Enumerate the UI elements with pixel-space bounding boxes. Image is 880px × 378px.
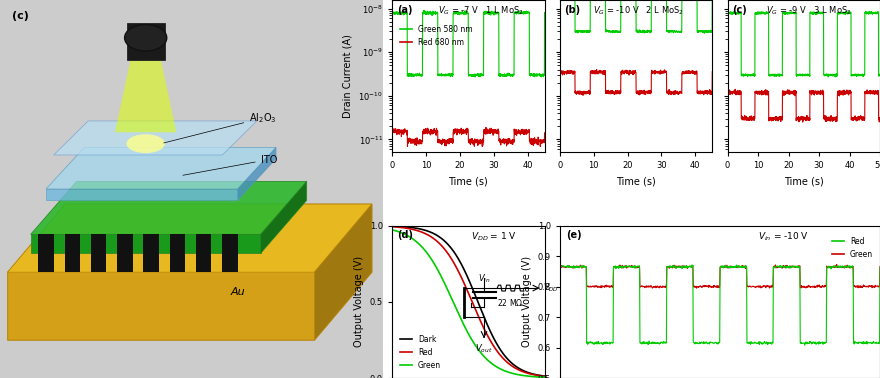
- Text: $V_G$ = -9 V   3 L MoS$_2$: $V_G$ = -9 V 3 L MoS$_2$: [766, 5, 852, 17]
- Polygon shape: [223, 234, 238, 272]
- Polygon shape: [54, 121, 257, 155]
- Polygon shape: [46, 189, 238, 200]
- Text: (e): (e): [566, 230, 582, 240]
- Text: Au: Au: [231, 287, 245, 297]
- Ellipse shape: [125, 25, 167, 51]
- Y-axis label: Drain Current (A): Drain Current (A): [343, 34, 353, 118]
- Polygon shape: [238, 147, 276, 200]
- X-axis label: Time (s): Time (s): [616, 176, 656, 186]
- Text: ITO: ITO: [183, 155, 277, 175]
- Polygon shape: [8, 204, 372, 272]
- FancyBboxPatch shape: [0, 0, 384, 378]
- Polygon shape: [170, 234, 185, 272]
- Text: (c): (c): [732, 5, 747, 15]
- Ellipse shape: [127, 134, 165, 153]
- Legend: Dark, Red, Green: Dark, Red, Green: [398, 332, 444, 373]
- X-axis label: Time (s): Time (s): [449, 176, 488, 186]
- Text: $V_G$ = -7 V   1 L MoS$_2$: $V_G$ = -7 V 1 L MoS$_2$: [438, 5, 524, 17]
- Polygon shape: [143, 234, 158, 272]
- Legend: Red, Green: Red, Green: [829, 234, 876, 262]
- Polygon shape: [91, 234, 106, 272]
- Polygon shape: [196, 234, 211, 272]
- Polygon shape: [31, 181, 307, 234]
- Polygon shape: [260, 181, 307, 253]
- Polygon shape: [115, 60, 176, 132]
- Polygon shape: [31, 234, 260, 253]
- Text: $V_{DD}$ = 1 V: $V_{DD}$ = 1 V: [472, 230, 517, 243]
- FancyBboxPatch shape: [127, 23, 165, 60]
- Text: $V_{in}$ = -10 V: $V_{in}$ = -10 V: [759, 230, 810, 243]
- Text: Al$_2$O$_3$: Al$_2$O$_3$: [164, 111, 277, 143]
- Polygon shape: [314, 204, 372, 340]
- Legend: Green 580 nm, Red 680 nm: Green 580 nm, Red 680 nm: [398, 22, 476, 50]
- Text: (d): (d): [397, 230, 413, 240]
- Polygon shape: [39, 234, 54, 272]
- Polygon shape: [117, 234, 133, 272]
- Text: (a): (a): [397, 5, 412, 15]
- Text: (c): (c): [11, 11, 28, 21]
- X-axis label: Time (s): Time (s): [784, 176, 824, 186]
- Polygon shape: [46, 147, 276, 189]
- Polygon shape: [64, 234, 80, 272]
- Text: $V_G$ = -10 V   2 L MoS$_2$: $V_G$ = -10 V 2 L MoS$_2$: [593, 5, 685, 17]
- Text: (b): (b): [564, 5, 581, 15]
- Y-axis label: Output Voltage (V): Output Voltage (V): [522, 256, 532, 347]
- Polygon shape: [8, 204, 372, 340]
- Y-axis label: Output Voltage (V): Output Voltage (V): [355, 256, 364, 347]
